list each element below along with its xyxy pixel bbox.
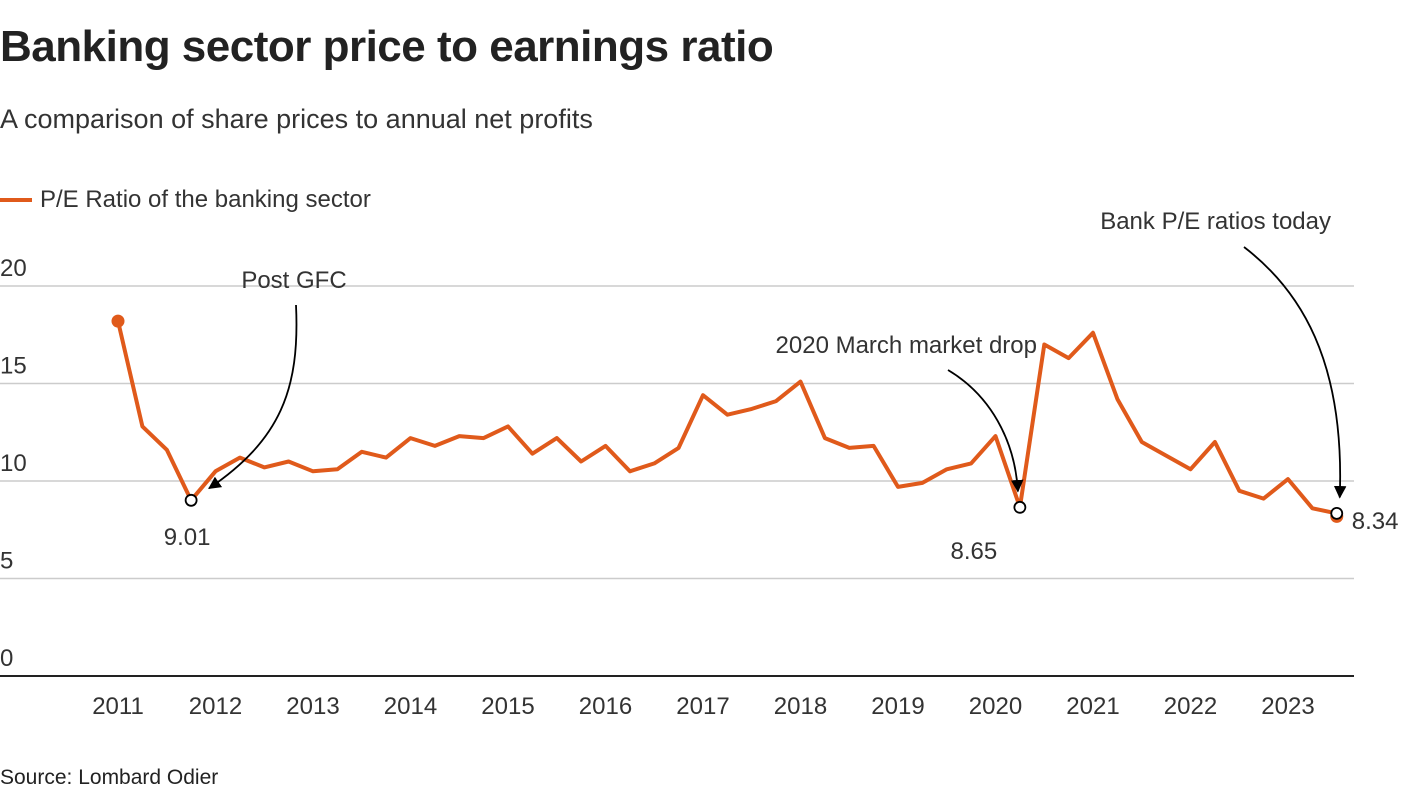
- x-tick-label-2014: 2014: [384, 693, 437, 720]
- annotations: Post GFC 9.01 2020 March market drop 8.65 Ba…: [164, 208, 1399, 565]
- x-tick-label-2013: 2013: [286, 693, 339, 720]
- x-tick-label-2020: 2020: [969, 693, 1022, 720]
- source-note: Source: Lombard Odier: [0, 766, 219, 789]
- annotation-label-post-gfc: Post GFC: [241, 267, 346, 294]
- annotation-label-2020-march-market-drop: 2020 March market drop: [776, 332, 1037, 359]
- annotation-marker-2020-march-market-drop: [1013, 500, 1027, 514]
- x-tick-label-2023: 2023: [1261, 693, 1314, 720]
- legend-label: P/E Ratio of the banking sector: [40, 186, 371, 213]
- gridlines: [0, 285, 1354, 677]
- x-tick-label-2012: 2012: [189, 693, 242, 720]
- annotation-arrow-bank-p-e-ratios-today: [1243, 246, 1347, 499]
- annotation-arrow-post-gfc: [208, 304, 298, 490]
- annotation-label-bank-p-e-ratios-today: Bank P/E ratios today: [1100, 208, 1331, 235]
- x-tick-label-2018: 2018: [774, 693, 827, 720]
- legend-line-swatch: [0, 198, 32, 202]
- y-tick-label-0: 0: [0, 645, 13, 672]
- y-axis-labels: 0 5 10 15 20: [0, 255, 27, 672]
- series-line: [116, 319, 1339, 516]
- annotation-arrow-2020-march-market-drop: [947, 369, 1024, 493]
- x-tick-label-2015: 2015: [481, 693, 534, 720]
- annotation-value-2020-march-market-drop: 8.65: [951, 538, 998, 565]
- series-start-point: [111, 314, 125, 328]
- y-tick-label-20: 20: [0, 255, 27, 282]
- legend: P/E Ratio of the banking sector: [0, 186, 371, 214]
- x-tick-label-2016: 2016: [579, 693, 632, 720]
- x-axis-labels: 2011 2012 2013 2014 2015 2016 2017 2018 2019 2020…: [92, 693, 1315, 720]
- chart-subtitle: A comparison of share prices to annual n…: [0, 104, 593, 134]
- annotation-marker-bank-p-e-ratios-today: [1330, 506, 1344, 520]
- y-tick-label-5: 5: [0, 548, 13, 575]
- x-tick-label-2011: 2011: [92, 693, 144, 720]
- x-tick-label-2017: 2017: [676, 693, 729, 720]
- annotation-value-bank-p-e-ratios-today: 8.34: [1352, 508, 1399, 535]
- x-tick-label-2022: 2022: [1164, 693, 1217, 720]
- y-tick-label-15: 15: [0, 353, 27, 380]
- annotation-value-post-gfc: 9.01: [164, 524, 211, 551]
- x-tick-label-2019: 2019: [871, 693, 924, 720]
- y-tick-label-10: 10: [0, 450, 27, 477]
- x-tick-label-2021: 2021: [1066, 693, 1119, 720]
- chart-title: Banking sector price to earnings ratio: [0, 22, 774, 71]
- annotation-marker-post-gfc: [184, 493, 198, 507]
